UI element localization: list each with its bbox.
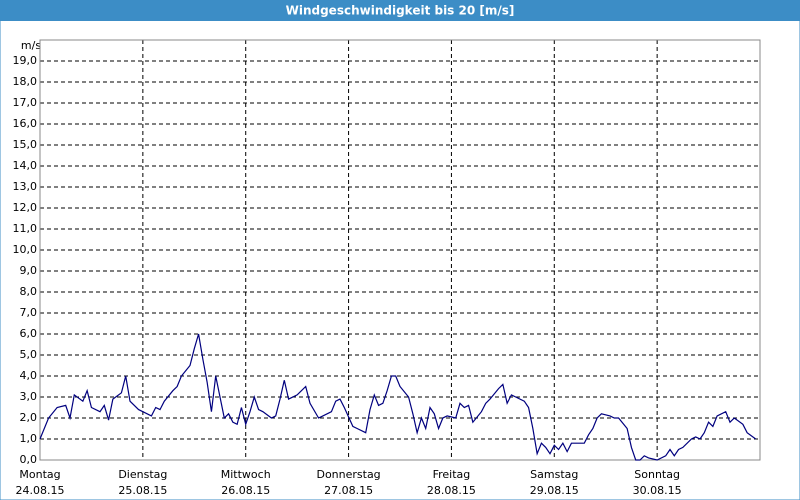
x-tick-label: Freitag bbox=[433, 468, 471, 481]
y-tick-label: 3,0 bbox=[20, 390, 38, 403]
y-tick-label: 2,0 bbox=[20, 411, 38, 424]
y-tick-label: 9,0 bbox=[20, 264, 38, 277]
plot-frame bbox=[39, 39, 761, 461]
y-tick-label: 19,0 bbox=[13, 54, 38, 67]
wind-line bbox=[39, 333, 757, 461]
y-tick-label: 7,0 bbox=[20, 306, 38, 319]
x-tick-date: 24.08.15 bbox=[16, 484, 65, 497]
y-tick-label: 15,0 bbox=[13, 138, 38, 151]
x-tick-date: 26.08.15 bbox=[221, 484, 270, 497]
x-tick-date: 25.08.15 bbox=[118, 484, 167, 497]
y-tick-label: 17,0 bbox=[13, 96, 38, 109]
y-tick-label: 13,0 bbox=[13, 180, 38, 193]
x-tick-label: Sonntag bbox=[634, 468, 680, 481]
x-tick-date: 29.08.15 bbox=[530, 484, 579, 497]
chart-title: Windgeschwindigkeit bis 20 [m/s] bbox=[286, 4, 515, 18]
y-tick-label: 1,0 bbox=[20, 432, 38, 445]
y-tick-label: 8,0 bbox=[20, 285, 38, 298]
y-tick-label: 14,0 bbox=[13, 159, 38, 172]
x-tick-label: Montag bbox=[19, 468, 60, 481]
y-tick-label: 18,0 bbox=[13, 75, 38, 88]
x-tick-label: Samstag bbox=[530, 468, 578, 481]
x-tick-label: Donnerstag bbox=[316, 468, 380, 481]
x-tick-label: Dienstag bbox=[118, 468, 167, 481]
y-tick-label: 10,0 bbox=[13, 243, 38, 256]
y-tick-label: 0,0 bbox=[20, 453, 38, 466]
y-tick-label: 5,0 bbox=[20, 348, 38, 361]
y-tick-label: 11,0 bbox=[13, 222, 38, 235]
y-tick-label: 4,0 bbox=[20, 369, 38, 382]
y-tick-label: 12,0 bbox=[13, 201, 38, 214]
y-axis-label: m/s bbox=[21, 39, 41, 52]
title-bar bbox=[0, 0, 800, 21]
x-tick-label: Mittwoch bbox=[221, 468, 271, 481]
x-tick-date: 30.08.15 bbox=[633, 484, 682, 497]
x-tick-date: 27.08.15 bbox=[324, 484, 373, 497]
y-tick-label: 6,0 bbox=[20, 327, 38, 340]
y-tick-label: 16,0 bbox=[13, 117, 38, 130]
x-tick-date: 28.08.15 bbox=[427, 484, 476, 497]
